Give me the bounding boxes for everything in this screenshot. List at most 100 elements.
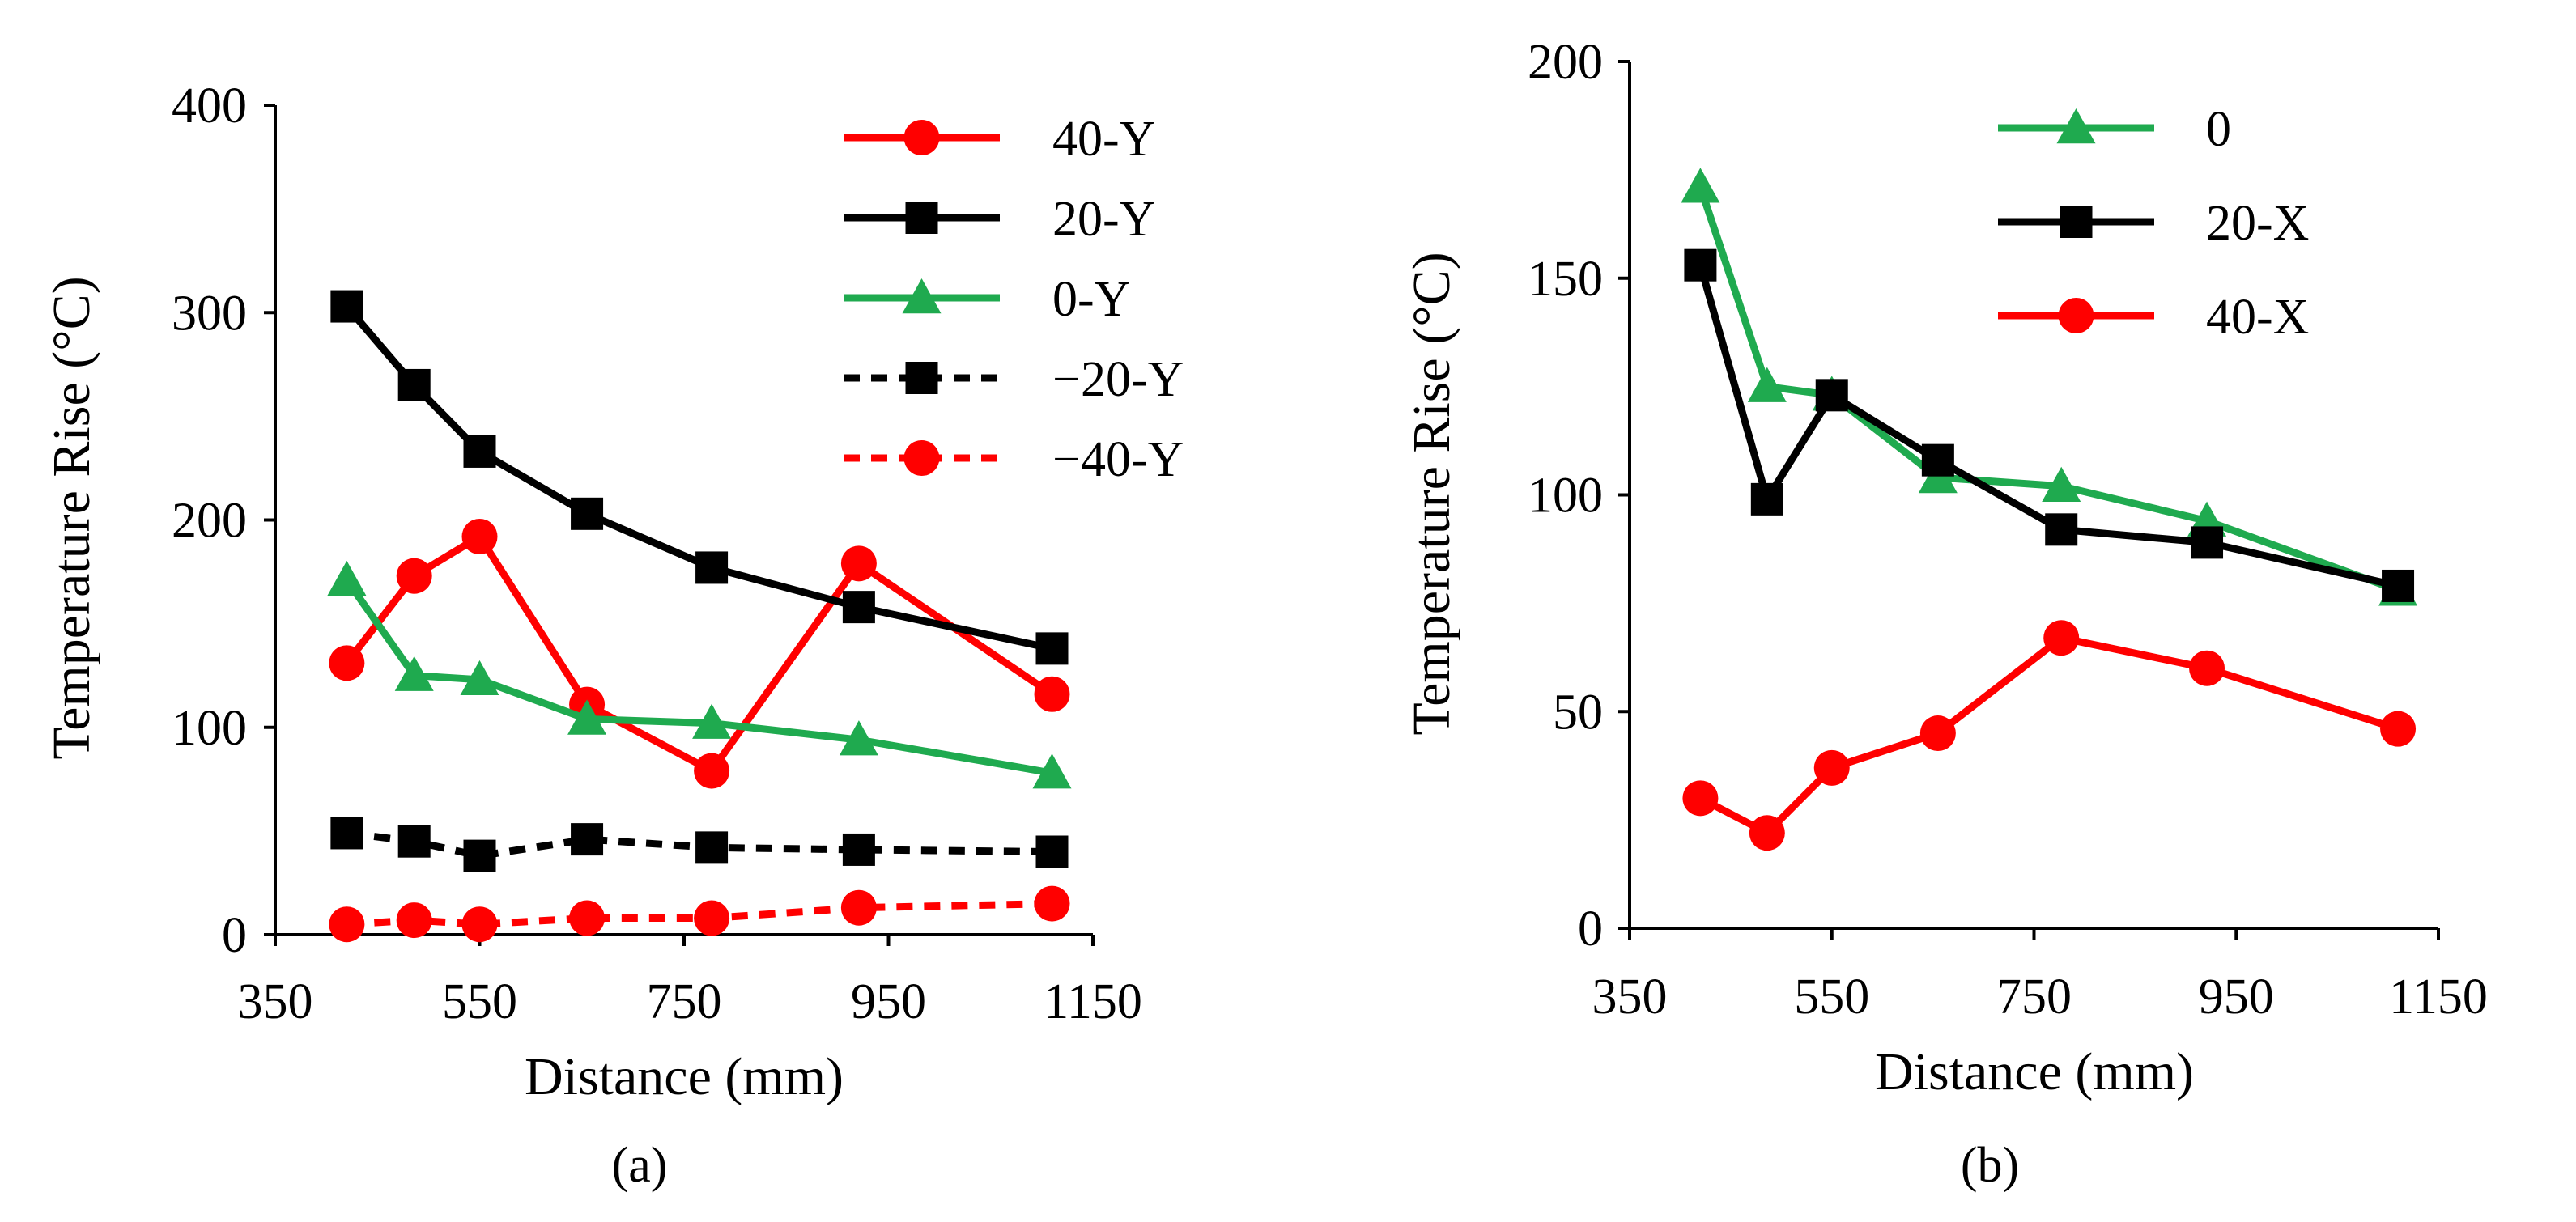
data-point — [2042, 466, 2081, 502]
data-point — [327, 560, 367, 596]
x-tick-label: 950 — [2199, 970, 2274, 1025]
x-tick-label: 1150 — [1044, 974, 1142, 1029]
data-point — [571, 823, 604, 856]
data-point — [397, 825, 431, 858]
data-point — [461, 519, 498, 554]
data-point — [1919, 715, 1956, 752]
y-tick-label: 0 — [1578, 902, 1603, 957]
series-20-x — [1684, 248, 2415, 602]
legend-label: 40-Y — [1052, 112, 1155, 167]
data-point — [2380, 711, 2417, 747]
data-point — [695, 551, 729, 584]
chart-a: 0 100 200 300 400 350 550 750 950 1150 Distance (m… — [42, 78, 1184, 1193]
x-tick-label: 350 — [1592, 970, 1668, 1025]
data-point — [329, 645, 365, 681]
data-point — [694, 753, 730, 789]
x-axis-title: Distance (mm) — [1875, 1042, 2194, 1101]
data-point — [2189, 650, 2225, 686]
y-tick-label: 200 — [172, 494, 247, 549]
data-point — [1750, 482, 1783, 516]
series-40-x — [1682, 620, 2417, 851]
data-point — [840, 889, 877, 926]
legend-label: −40-Y — [1052, 432, 1184, 487]
legend-label: 0-Y — [1052, 272, 1130, 327]
data-point — [571, 497, 604, 530]
data-point — [397, 368, 431, 401]
data-point — [1749, 815, 1785, 851]
y-tick-label: 300 — [172, 286, 247, 341]
data-point — [842, 591, 875, 624]
series-line — [1698, 634, 2400, 837]
data-point — [330, 817, 363, 850]
data-point — [463, 839, 496, 872]
data-point — [461, 906, 498, 943]
data-point — [1921, 443, 1954, 477]
panel-label: (a) — [612, 1138, 668, 1193]
x-tick-label: 1150 — [2389, 970, 2488, 1025]
series-20-y — [330, 290, 1069, 665]
data-point — [2191, 526, 2224, 559]
series-line — [343, 303, 1053, 652]
legend-label: 40-X — [2206, 290, 2309, 345]
data-point — [839, 720, 878, 756]
legend-marker — [2056, 108, 2096, 144]
x-axis-title: Distance (mm) — [525, 1047, 844, 1106]
data-point — [569, 900, 606, 936]
y-axis-title: Temperature Rise (°C) — [1402, 252, 1461, 735]
legend-marker — [902, 278, 942, 314]
data-point — [396, 558, 432, 594]
data-point — [1813, 749, 1850, 786]
legend-marker — [2058, 298, 2094, 333]
y-tick-label: 50 — [1553, 685, 1603, 740]
y-tick-label: 200 — [1528, 35, 1603, 90]
data-point — [1034, 676, 1070, 712]
series-0-y — [327, 560, 1072, 789]
data-point — [567, 699, 607, 735]
data-point — [394, 656, 434, 691]
y-tick-label: 150 — [1528, 252, 1603, 307]
y-tick-label: 100 — [1528, 469, 1603, 524]
y-tick-label: 100 — [172, 701, 247, 756]
data-point — [1681, 168, 1720, 203]
data-point — [1034, 885, 1070, 922]
x-tick-label: 750 — [647, 974, 722, 1029]
data-point — [694, 900, 730, 936]
x-tick-label: 750 — [1996, 970, 2072, 1025]
series-line — [343, 578, 1053, 777]
data-point — [1035, 835, 1069, 868]
x-tick-label: 950 — [851, 974, 926, 1029]
y-axis-title: Temperature Rise (°C) — [42, 276, 101, 759]
data-point — [463, 435, 496, 468]
y-tick-label: 0 — [222, 908, 247, 963]
legend-marker — [905, 362, 938, 394]
data-point — [1747, 367, 1787, 402]
legend-label: 20-Y — [1052, 192, 1155, 247]
legend-marker — [2060, 206, 2093, 238]
data-point — [2045, 513, 2078, 546]
data-point — [840, 545, 877, 582]
legend-label: 0 — [2206, 102, 2231, 157]
x-tick-label: 350 — [238, 974, 313, 1029]
legend-label: −20-Y — [1052, 352, 1184, 407]
data-point — [842, 833, 875, 866]
legend-marker — [903, 440, 940, 476]
x-tick-label: 550 — [442, 974, 517, 1029]
data-point — [329, 906, 365, 943]
data-point — [2043, 620, 2080, 656]
series--40-y — [329, 885, 1070, 943]
data-point — [1032, 753, 1072, 789]
panel-label: (b) — [1961, 1138, 2019, 1193]
legend-label: 20-X — [2206, 196, 2309, 251]
legend-marker — [905, 202, 938, 234]
data-point — [330, 290, 363, 323]
chart-b: 0 50 100 150 200 350 550 750 950 1150 Distance (mm… — [1402, 35, 2488, 1193]
data-point — [460, 660, 499, 696]
data-point — [1684, 248, 1717, 282]
data-point — [1035, 632, 1069, 665]
legend-marker — [903, 120, 940, 155]
data-point — [396, 902, 432, 939]
data-point — [695, 831, 729, 864]
x-tick-label: 550 — [1794, 970, 1869, 1025]
data-point — [1682, 780, 1719, 817]
